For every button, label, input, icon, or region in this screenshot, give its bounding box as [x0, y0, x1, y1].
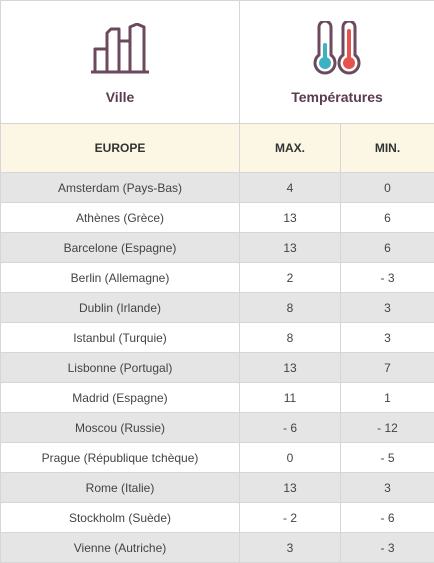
max-temp-cell: 4 — [240, 173, 341, 203]
city-column-label: Ville — [1, 89, 239, 105]
max-temp-cell: 13 — [240, 473, 341, 503]
city-cell: Istanbul (Turquie) — [1, 323, 240, 353]
max-temp-cell: 8 — [240, 323, 341, 353]
min-temp-cell: - 3 — [341, 533, 434, 563]
max-temp-cell: 0 — [240, 443, 341, 473]
table-row: Moscou (Russie)- 6- 12 — [1, 413, 434, 443]
min-temp-cell: 3 — [341, 473, 434, 503]
city-cell: Prague (République tchèque) — [1, 443, 240, 473]
city-cell: Berlin (Allemagne) — [1, 263, 240, 293]
city-cell: Amsterdam (Pays-Bas) — [1, 173, 240, 203]
city-cell: Madrid (Espagne) — [1, 383, 240, 413]
icon-header-row: Ville — [1, 1, 434, 124]
max-temp-cell: 2 — [240, 263, 341, 293]
max-temp-cell: 13 — [240, 233, 341, 263]
buildings-icon — [89, 23, 151, 75]
temperature-column-label: Températures — [240, 89, 434, 105]
thermometers-icon — [312, 21, 362, 75]
min-temp-cell: 3 — [341, 323, 434, 353]
max-temp-cell: 13 — [240, 203, 341, 233]
max-temp-cell: 11 — [240, 383, 341, 413]
table-row: Berlin (Allemagne)2- 3 — [1, 263, 434, 293]
city-header-cell: Ville — [1, 1, 240, 124]
table-row: Prague (République tchèque)0- 5 — [1, 443, 434, 473]
city-cell: Stockholm (Suède) — [1, 503, 240, 533]
min-column-header: MIN. — [341, 124, 434, 173]
city-cell: Barcelone (Espagne) — [1, 233, 240, 263]
region-column-header: EUROPE — [1, 124, 240, 173]
max-column-header: MAX. — [240, 124, 341, 173]
city-cell: Athènes (Grèce) — [1, 203, 240, 233]
min-temp-cell: 0 — [341, 173, 434, 203]
min-temp-cell: - 5 — [341, 443, 434, 473]
min-temp-cell: 1 — [341, 383, 434, 413]
max-temp-cell: - 6 — [240, 413, 341, 443]
temperature-header-cell: Températures — [240, 1, 434, 124]
max-temp-cell: - 2 — [240, 503, 341, 533]
city-cell: Moscou (Russie) — [1, 413, 240, 443]
table-row: Stockholm (Suède)- 2- 6 — [1, 503, 434, 533]
max-temp-cell: 8 — [240, 293, 341, 323]
column-header-row: EUROPE MAX. MIN. — [1, 124, 434, 173]
min-temp-cell: 3 — [341, 293, 434, 323]
max-temp-cell: 3 — [240, 533, 341, 563]
city-cell: Vienne (Autriche) — [1, 533, 240, 563]
min-temp-cell: - 12 — [341, 413, 434, 443]
min-temp-cell: - 6 — [341, 503, 434, 533]
city-cell: Dublin (Irlande) — [1, 293, 240, 323]
max-temp-cell: 13 — [240, 353, 341, 383]
min-temp-cell: 6 — [341, 203, 434, 233]
min-temp-cell: 7 — [341, 353, 434, 383]
table-row: Vienne (Autriche)3- 3 — [1, 533, 434, 563]
city-cell: Lisbonne (Portugal) — [1, 353, 240, 383]
min-temp-cell: 6 — [341, 233, 434, 263]
min-temp-cell: - 3 — [341, 263, 434, 293]
city-cell: Rome (Italie) — [1, 473, 240, 503]
